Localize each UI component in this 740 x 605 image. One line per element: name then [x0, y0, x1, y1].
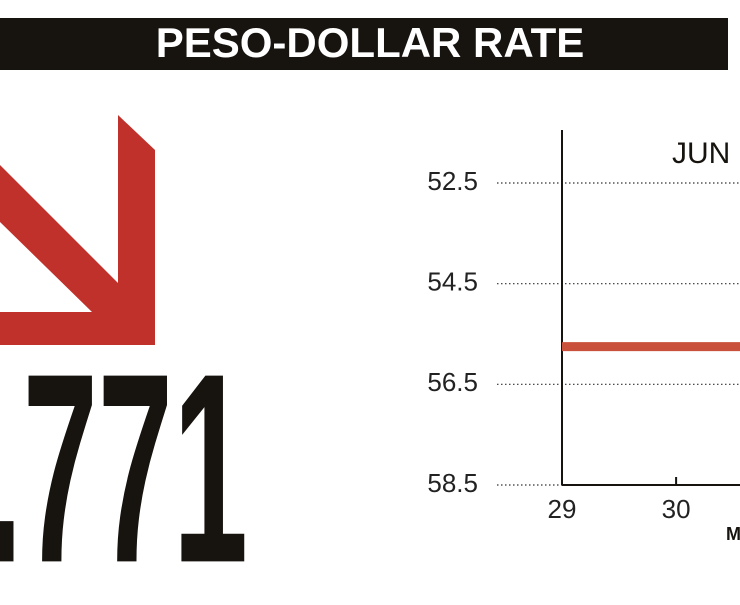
y-tick-label: 54.5 — [427, 267, 478, 297]
title-bar — [0, 18, 728, 70]
headline-value: .771 — [0, 318, 248, 605]
x-tick-label: 30 — [662, 494, 691, 524]
y-tick-label: 58.5 — [427, 468, 478, 498]
y-tick-label: 52.5 — [427, 166, 478, 196]
month-label: JUN — [672, 137, 730, 170]
arrow — [0, 115, 155, 345]
x-axis-label: M — [726, 524, 740, 544]
title: PESO-DOLLAR RATE — [156, 19, 585, 66]
x-tick-label: 29 — [548, 494, 577, 524]
y-tick-label: 56.5 — [427, 367, 478, 397]
